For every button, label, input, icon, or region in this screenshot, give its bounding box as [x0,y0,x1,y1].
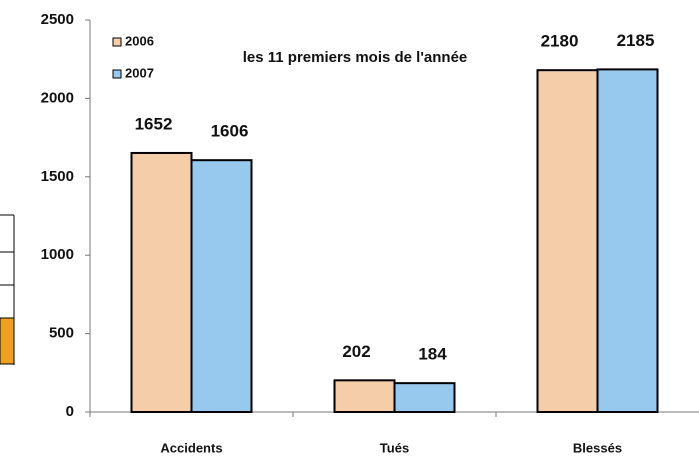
y-tick-label: 0 [66,403,74,420]
bar [536,69,599,414]
bar [393,382,456,414]
y-tick-label: 2000 [41,89,74,106]
legend-swatch [112,69,122,79]
bar [333,379,396,413]
bar [596,68,659,413]
legend-swatch [112,37,122,47]
value-label: 2180 [541,32,579,51]
legend-label: 2007 [125,65,154,80]
y-tick-label: 1000 [41,246,74,263]
bar [190,159,253,413]
value-label: 202 [342,342,370,361]
legend-label: 2006 [125,33,154,48]
cropped-left-content [0,214,15,365]
y-tick-label: 2500 [41,11,74,28]
y-tick-label: 1500 [41,168,74,185]
chart-subtitle: les 11 premiers mois de l'année [243,49,468,66]
value-label: 184 [418,345,447,364]
orange-cell [0,317,15,365]
bar [130,151,193,413]
x-tick-label: Accidents [160,440,222,455]
value-label: 1606 [211,122,249,141]
x-tick-label: Tués [380,440,409,455]
y-tick-label: 500 [49,325,74,342]
value-label: 2185 [617,31,655,50]
x-tick-label: Blessés [573,440,622,455]
value-label: 1652 [135,114,173,133]
